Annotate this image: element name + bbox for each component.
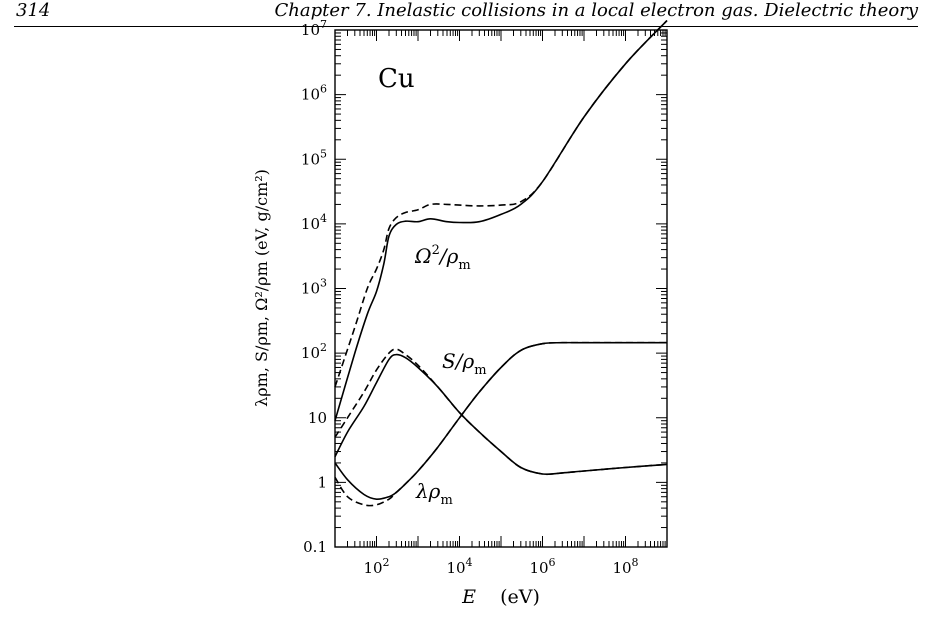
plot-frame [334,29,668,548]
y-tick-label: 103 [301,277,327,298]
y-axis-label: λρm, S/ρm, Ω²/ρm (eV, g/cm²) [252,169,271,407]
y-tick-label: 104 [301,212,327,233]
x-tick-label: 102 [363,556,389,577]
page-header: 314 Chapter 7. Inelastic collisions in a… [14,0,918,28]
x-tick-label: 106 [529,556,555,577]
y-tick-label: 105 [301,147,327,168]
S-curve-solid [334,353,668,476]
y-tick-label: 10 [308,409,327,427]
chart-curves [334,20,668,507]
chart-annotations: Cu Ω2/ρm S/ρm λρm [378,64,487,508]
S-curve-dashed [334,348,668,476]
curve-label-lambda: λρm [415,479,453,508]
axis-ticks [334,29,668,548]
omega-curve-dashed [334,20,668,388]
header-rule [14,26,918,27]
y-tick-label: 107 [301,18,327,39]
material-label: Cu [378,64,415,94]
chapter-title: Chapter 7. Inelastic collisions in a loc… [274,0,918,21]
curve-label-omega: Ω2/ρm [414,243,471,273]
x-axis-label: E (eV) [461,586,540,608]
lambda-curve-dashed [334,341,667,507]
curve-label-S: S/ρm [442,349,487,378]
y-tick-label: 1 [317,473,327,491]
x-tick-label: 104 [446,556,472,577]
page-number: 314 [16,0,51,21]
y-tick-label: 0.1 [303,538,327,556]
tick-labels: 102 104 106 108 0.1 1 10 102 103 104 105 106 107 [301,18,639,577]
y-tick-label: 106 [301,83,327,104]
y-tick-label: 102 [301,341,327,362]
x-tick-label: 108 [612,556,638,577]
